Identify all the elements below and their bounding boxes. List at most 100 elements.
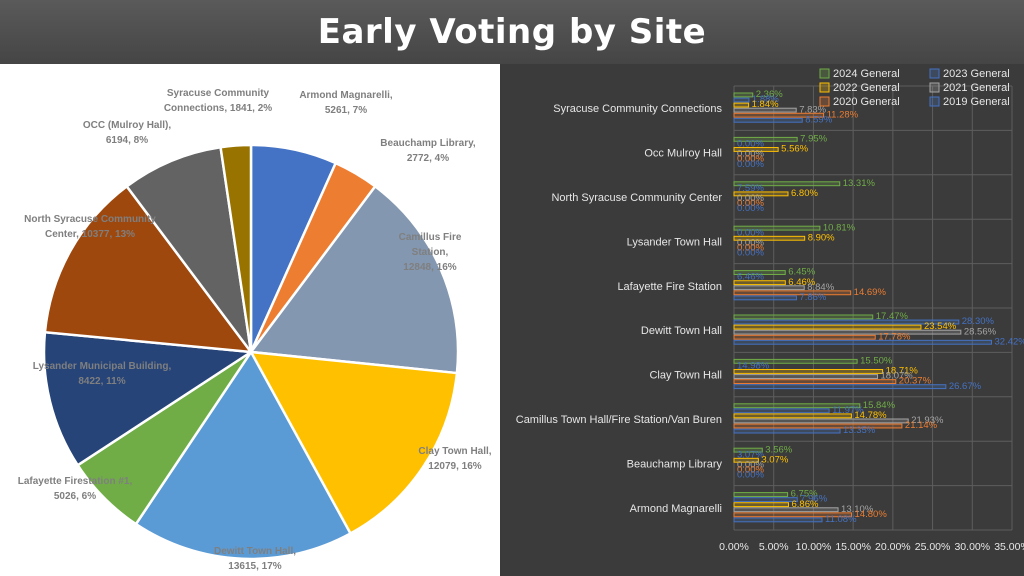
bar-2019-general-camillus-town-hall-fire-station-van-buren [733, 428, 841, 434]
bar-2022-general-armond-magnarelli [733, 502, 789, 508]
bar-2021-general-syracuse-community-connections [733, 107, 797, 113]
value-label: 0.00% [737, 193, 764, 204]
value-label: 2.36% [756, 89, 783, 100]
bar-2022-general-lafayette-fire-station [733, 280, 786, 286]
pie-slice-north-syracuse-community-center [43, 184, 254, 354]
value-label: 0.00% [737, 470, 764, 481]
category-label-occ-mulroy-hall: Occ Mulroy Hall [644, 148, 722, 160]
value-label: 17.78% [878, 331, 911, 342]
value-label: 6.86% [791, 499, 818, 510]
legend-swatch [819, 96, 830, 107]
bar-chart: 0.00% 5.00% 10.00% 15.00% 20.00% 25.00% 30.00%… [516, 68, 1024, 553]
value-label: 0.00% [737, 237, 764, 248]
value-label: 3.56% [765, 444, 792, 455]
bar-2024-general-dewitt-town-hall [733, 314, 874, 320]
bar-2020-general-camillus-town-hall-fire-station-van-buren [733, 423, 903, 429]
value-label: 0.00% [737, 243, 764, 254]
value-label: 13.35% [843, 425, 876, 436]
value-label: 7.95% [800, 133, 827, 144]
bar-2023-general-dewitt-town-hall [733, 319, 960, 325]
pie-chart-panel: Armond Magnarelli, 5261, 7% Beauchamp Libr… [0, 64, 500, 576]
legend-label: 2020 General [833, 96, 900, 108]
x-tick-label: 30.00% [954, 541, 990, 553]
pie-slice-lysander-municipal-building [42, 330, 255, 467]
bar-2022-general-beauchamp-library [733, 457, 759, 463]
value-label: 18.07% [881, 371, 914, 382]
legend-label: 2019 General [943, 96, 1010, 108]
legend-item-2020-general: 2020 General [819, 96, 900, 108]
value-label: 14.69% [854, 287, 887, 298]
legend-label: 2021 General [943, 82, 1010, 94]
value-label: 7.59% [737, 183, 764, 194]
value-label: 18.71% [886, 366, 919, 377]
value-label: 11.08% [825, 514, 857, 525]
value-label: 13.31% [843, 178, 876, 189]
value-label: 6.46% [788, 277, 815, 288]
bar-2022-general-syracuse-community-connections [733, 102, 750, 108]
pie-label-dewitt-town-hall: Dewitt Town Hall, 13615, 17% [214, 546, 296, 572]
pie-chart: Armond Magnarelli, 5261, 7% Beauchamp Libr… [18, 88, 492, 572]
legend-swatch [819, 68, 830, 79]
value-label: 20.37% [899, 376, 932, 387]
bar-2022-general-clay-town-hall [733, 369, 884, 374]
bar-chart-panel: 0.00% 5.00% 10.00% 15.00% 20.00% 25.00% 30.00%… [502, 64, 1024, 576]
bar-2022-general-occ-mulroy-hall [733, 147, 779, 152]
legend-label: 2022 General [833, 82, 900, 94]
x-tick-label: 0.00% [719, 541, 749, 553]
category-label-armond-magnarelli: Armond Magnarelli [630, 503, 722, 515]
pie-slice-camillus-fire-station [248, 184, 460, 375]
value-label: 0.00% [737, 465, 764, 476]
legend-label: 2024 General [833, 68, 900, 80]
bar-2022-general-north-syracuse-community-center [733, 191, 789, 197]
bar-2019-general-armond-magnarelli [733, 517, 823, 523]
legend-item-2024-general: 2024 General [819, 68, 900, 80]
value-label: 11.97% [832, 405, 864, 416]
value-label: 8.84% [807, 282, 834, 293]
pie-label-lysander-municipal-building: Lysander Municipal Building, 8422, 11% [33, 361, 172, 387]
value-label: 0.00% [737, 154, 764, 165]
bar-2024-general-armond-magnarelli [733, 492, 789, 497]
bar-2023-general-syracuse-community-connections [733, 97, 750, 103]
x-tick-label: 5.00% [759, 541, 789, 553]
pie-label-lafayette-firestation-1: Lafayette Firestation #1, 5026, 6% [18, 476, 133, 502]
bar-2024-general-camillus-town-hall-fire-station-van-buren [733, 403, 861, 409]
value-label: 0.00% [737, 248, 764, 259]
legend-label: 2023 General [943, 68, 1010, 80]
value-label: 0.00% [737, 139, 764, 150]
value-label: 1.84% [752, 99, 779, 110]
value-label: 21.14% [905, 420, 938, 431]
x-tick-label: 15.00% [835, 541, 871, 553]
bar-2019-general-clay-town-hall [733, 384, 947, 390]
value-label: 10.81% [823, 222, 856, 233]
value-label: 11.28% [827, 109, 859, 120]
value-label: 14.98% [737, 361, 770, 372]
legend-swatch [819, 82, 830, 93]
pie-label-clay-town-hall: Clay Town Hall, 12079, 16% [418, 446, 491, 472]
value-label: 0.00% [737, 198, 764, 209]
value-label: 7.83% [799, 104, 826, 115]
bar-2020-general-clay-town-hall [733, 379, 897, 385]
value-label: 13.10% [841, 504, 874, 515]
value-label: 3.07% [737, 449, 764, 460]
value-label: 6.80% [791, 188, 818, 199]
pie-slice-dewitt-town-hall [134, 349, 353, 561]
value-label: 0.00% [737, 159, 764, 170]
bar-2024-general-lafayette-fire-station [733, 270, 786, 275]
bar-2022-general-dewitt-town-hall [733, 324, 922, 330]
category-label-camillus-town-hall-fire-station-van-buren: Camillus Town Hall/Fire Station/Van Bure… [516, 414, 722, 426]
value-label: 0.00% [737, 459, 764, 470]
category-label-lysander-town-hall: Lysander Town Hall [627, 236, 722, 248]
bar-2021-general-camillus-town-hall-fire-station-van-buren [733, 418, 909, 424]
value-label: 8.59% [805, 114, 832, 125]
bar-2023-general-armond-magnarelli [733, 497, 798, 503]
value-label: 15.84% [863, 400, 896, 411]
pie-label-syracuse-community-connections: Syracuse Community Connections, 1841, 2% [164, 88, 272, 114]
legend-swatch [929, 68, 940, 79]
bar-2024-general-north-syracuse-community-center [733, 181, 841, 187]
value-label: 6.46% [737, 272, 764, 283]
value-label: 23.54% [924, 321, 957, 332]
pie-label-beauchamp-library: Beauchamp Library, 2772, 4% [380, 138, 476, 164]
value-label: 14.80% [855, 509, 888, 520]
legend-item-2023-general: 2023 General [929, 68, 1010, 80]
value-label: 17.47% [876, 311, 909, 322]
